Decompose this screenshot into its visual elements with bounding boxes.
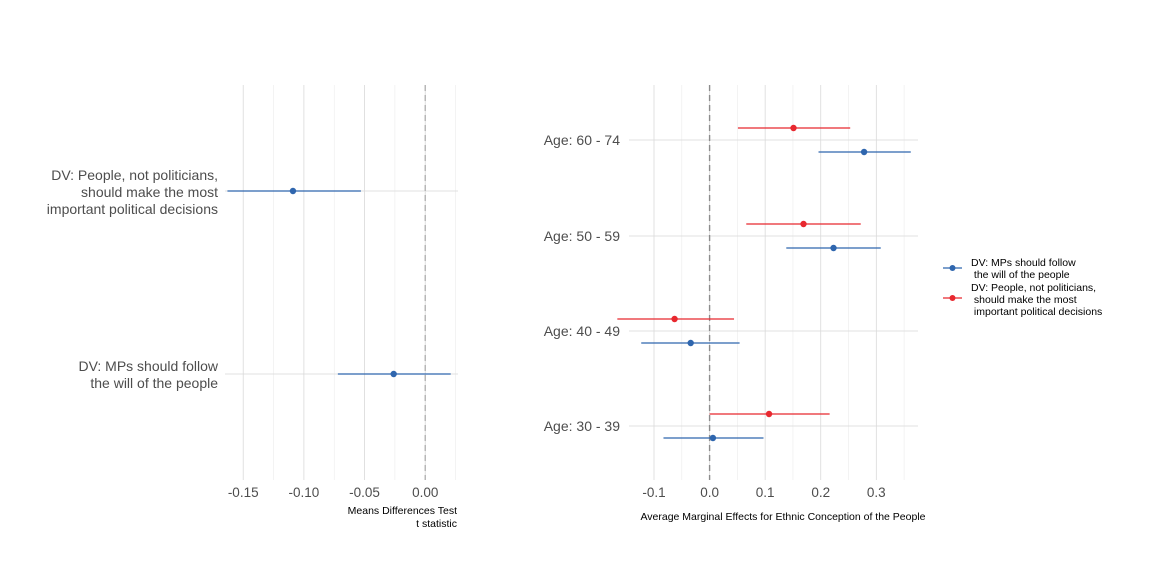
category-label: Age: 40 - 49 xyxy=(544,323,620,339)
legend-label: DV: MPs should follow xyxy=(971,257,1076,269)
legend-label: the will of the people xyxy=(971,269,1070,281)
x-tick-label: 0.00 xyxy=(412,485,438,500)
x-axis-title: t statistic xyxy=(416,518,457,530)
point-estimate xyxy=(765,410,773,418)
x-tick-label: -0.1 xyxy=(642,485,665,500)
legend: DV: MPs should follow the will of the pe… xyxy=(943,257,1102,318)
x-tick-label: -0.05 xyxy=(349,485,380,500)
x-tick-label: 0.0 xyxy=(700,485,719,500)
category-label: Age: 60 - 74 xyxy=(544,132,620,148)
category-label: should make the most xyxy=(81,184,218,200)
legend-key-point xyxy=(949,265,956,271)
point-estimate xyxy=(390,370,397,378)
right-panel-marginal-effects: -0.1 0.0 0.1 0.2 0.3 Age: 60 - 74 Age: 50 - 59… xyxy=(544,85,926,523)
legend-label: important political decisions xyxy=(971,306,1102,318)
x-tick-label: 0.3 xyxy=(867,485,886,500)
x-tick-label: -0.10 xyxy=(288,485,319,500)
point-estimate xyxy=(709,434,717,442)
x-axis-title: Means Differences Test xyxy=(348,505,457,517)
x-tick-label: -0.15 xyxy=(228,485,259,500)
x-axis-title: Average Marginal Effects for Ethnic Conc… xyxy=(640,511,925,523)
category-label: Age: 50 - 59 xyxy=(544,228,620,244)
category-label: the will of the people xyxy=(90,375,218,391)
point-estimate xyxy=(687,339,694,347)
left-panel-means-differences: -0.15 -0.10 -0.05 0.00 DV: People, not polit… xyxy=(47,85,458,530)
x-tick-label: 0.2 xyxy=(811,485,830,500)
legend-label: should make the most xyxy=(971,294,1077,306)
x-tick-label: 0.1 xyxy=(756,485,775,500)
legend-label: DV: People, not politicians, xyxy=(971,282,1096,294)
point-estimate xyxy=(830,244,837,252)
point-estimate xyxy=(671,315,678,323)
legend-key-point xyxy=(949,295,956,301)
category-label: Age: 30 - 39 xyxy=(544,418,620,434)
point-estimate xyxy=(289,187,297,195)
point-estimate xyxy=(790,124,797,132)
category-label: DV: People, not politicians, xyxy=(51,167,218,183)
category-label: DV: MPs should follow xyxy=(78,358,218,374)
category-label: important political decisions xyxy=(47,201,218,217)
point-estimate xyxy=(800,220,807,228)
point-estimate xyxy=(860,148,868,156)
